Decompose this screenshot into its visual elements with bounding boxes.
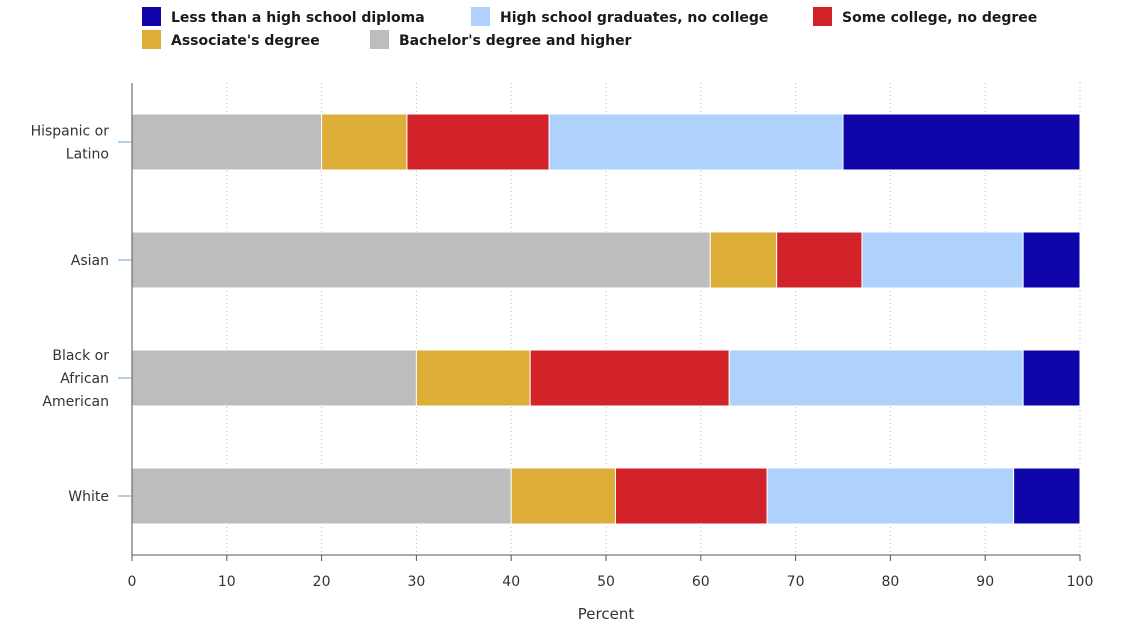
- bar-asian-some-college-no-degree: [776, 231, 863, 289]
- bar-black-or-african-american-high-school-graduates-no-college: [728, 349, 1024, 407]
- legend-label-less-than-a-high-school-diploma: Less than a high school diploma: [171, 10, 425, 26]
- legend-label-bachelor-s-degree-and-higher: Bachelor's degree and higher: [399, 33, 632, 49]
- x-tick-label-100: 100: [1067, 574, 1094, 590]
- bar-white-high-school-graduates-no-college: [766, 467, 1015, 525]
- x-axis-ticks: 0 10 20 30 40 50 60 70 80 90 100: [128, 555, 1094, 590]
- bar-black-or-african-american-less-than-a-high-school-diploma: [1022, 349, 1081, 407]
- y-tick-label-black-or-african-american: Black or African American: [42, 348, 109, 410]
- legend-label-associate-s-degree: Associate's degree: [171, 33, 320, 49]
- x-axis-title: Percent: [578, 605, 635, 623]
- bar-asian-high-school-graduates-no-college: [861, 231, 1024, 289]
- bar-hispanic-or-latino-high-school-graduates-no-college: [548, 113, 844, 171]
- legend-label-some-college-no-degree: Some college, no degree: [842, 10, 1037, 26]
- gridlines: [226, 83, 1081, 555]
- x-tick-label-20: 20: [313, 574, 331, 590]
- x-tick-label-60: 60: [692, 574, 710, 590]
- bar-black-or-african-american-some-college-no-degree: [529, 349, 730, 407]
- x-tick-label-90: 90: [976, 574, 994, 590]
- x-tick-label-70: 70: [787, 574, 805, 590]
- x-tick-label-30: 30: [407, 574, 425, 590]
- x-tick-label-40: 40: [502, 574, 520, 590]
- bar-hispanic-or-latino-some-college-no-degree: [406, 113, 550, 171]
- bar-asian-bachelor-s-degree-and-higher: [131, 231, 711, 289]
- bar-asian-less-than-a-high-school-diploma: [1022, 231, 1081, 289]
- bar-white-bachelor-s-degree-and-higher: [131, 467, 512, 525]
- bar-white-some-college-no-degree: [614, 467, 768, 525]
- bar-hispanic-or-latino-bachelor-s-degree-and-higher: [131, 113, 323, 171]
- legend-swatch-bachelor-s-degree-and-higher: [370, 30, 389, 49]
- y-tick-label-white: White: [68, 489, 109, 505]
- y-axis-ticks: Hispanic or Latino Asian Black or African Ame…: [31, 124, 132, 505]
- x-tick-label-50: 50: [597, 574, 615, 590]
- bars: [131, 113, 1081, 525]
- bar-asian-associate-s-degree: [709, 231, 778, 289]
- bar-white-less-than-a-high-school-diploma: [1013, 467, 1081, 525]
- legend-swatch-high-school-graduates-no-college: [471, 7, 490, 26]
- bar-hispanic-or-latino-less-than-a-high-school-diploma: [842, 113, 1081, 171]
- bar-black-or-african-american-bachelor-s-degree-and-higher: [131, 349, 417, 407]
- legend-label-high-school-graduates-no-college: High school graduates, no college: [500, 10, 768, 26]
- bar-white-associate-s-degree: [510, 467, 616, 525]
- legend: Less than a high school diploma High scho…: [142, 7, 1037, 49]
- legend-swatch-associate-s-degree: [142, 30, 161, 49]
- x-tick-label-0: 0: [128, 574, 137, 590]
- x-tick-label-10: 10: [218, 574, 236, 590]
- y-tick-label-hispanic-or-latino: Hispanic or Latino: [31, 124, 110, 163]
- bar-black-or-african-american-associate-s-degree: [415, 349, 531, 407]
- x-tick-label-80: 80: [881, 574, 899, 590]
- legend-swatch-less-than-a-high-school-diploma: [142, 7, 161, 26]
- y-tick-label-asian: Asian: [71, 253, 109, 269]
- legend-swatch-some-college-no-degree: [813, 7, 832, 26]
- bar-hispanic-or-latino-associate-s-degree: [321, 113, 408, 171]
